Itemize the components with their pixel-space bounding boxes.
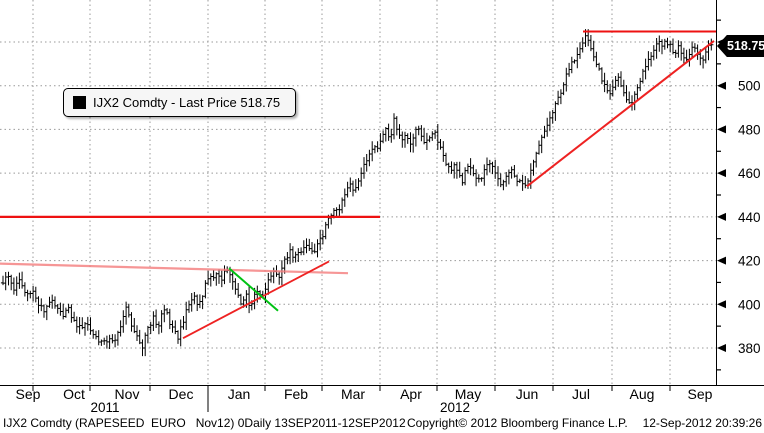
- x-axis-month-label: Apr: [400, 386, 422, 402]
- x-axis-month-label: Feb: [284, 386, 308, 402]
- y-axis-label: 420: [738, 254, 761, 269]
- y-major-tick-arrow: [717, 344, 726, 352]
- x-axis-month-label: Oct: [63, 386, 85, 402]
- x-axis-month-label: Mar: [341, 386, 365, 402]
- trendline-rising-support-winter[interactable]: [182, 260, 330, 339]
- trendline-declining-resistance[interactable]: [0, 262, 349, 275]
- y-major-tick-arrow: [717, 81, 726, 90]
- y-axis-label: 440: [738, 210, 761, 225]
- ohlc-bars: [0, 29, 714, 357]
- y-major-tick-arrow: [717, 256, 726, 265]
- x-axis-month-label: Dec: [169, 386, 194, 402]
- x-axis-month-label: Jan: [228, 386, 251, 402]
- y-axis-label: 480: [738, 122, 761, 137]
- y-axis-label: 380: [738, 341, 761, 356]
- x-axis-month-label: Nov: [115, 386, 140, 402]
- x-axis-month-label: Jul: [572, 386, 590, 402]
- y-major-tick-arrow: [717, 169, 726, 178]
- footer-security-description: IJX2 Comdty (RAPESEED EURO Nov12) 0Daily…: [3, 416, 406, 430]
- x-axis-month-label: Aug: [630, 386, 655, 402]
- footer-datetime: 12-Sep-2012 20:39:26: [642, 416, 762, 430]
- y-axis-label: 500: [738, 79, 761, 94]
- legend-series-marker-icon: [73, 96, 86, 109]
- trendline-rising-support-summer[interactable]: [526, 40, 715, 188]
- x-axis-month-label: May: [455, 386, 481, 402]
- y-major-tick-arrow: [717, 125, 726, 134]
- grid-lines: [0, 0, 716, 385]
- last-price-value: 518.75: [727, 39, 764, 53]
- chart-legend[interactable]: IJX2 Comdty - Last Price 518.75: [63, 88, 296, 117]
- y-major-tick-arrow: [717, 212, 726, 221]
- x-axis-month-label: Sep: [688, 386, 713, 402]
- y-axis-label: 400: [738, 297, 761, 312]
- last-price-tag: 518.75: [717, 35, 764, 57]
- x-axis-year-label: 2012: [440, 400, 470, 415]
- y-axis-label: 460: [738, 166, 761, 181]
- footer-copyright: Copyright© 2012 Bloomberg Finance L.P.: [407, 416, 628, 430]
- x-axis-year-label: 2011: [90, 400, 119, 415]
- x-axis-month-label: Sep: [16, 386, 41, 402]
- x-axis-month-label: Jun: [516, 386, 539, 402]
- trendline-green-breakdown-line[interactable]: [228, 267, 279, 312]
- legend-label: IJX2 Comdty - Last Price 518.75: [93, 95, 281, 110]
- y-major-tick-arrow: [717, 300, 726, 309]
